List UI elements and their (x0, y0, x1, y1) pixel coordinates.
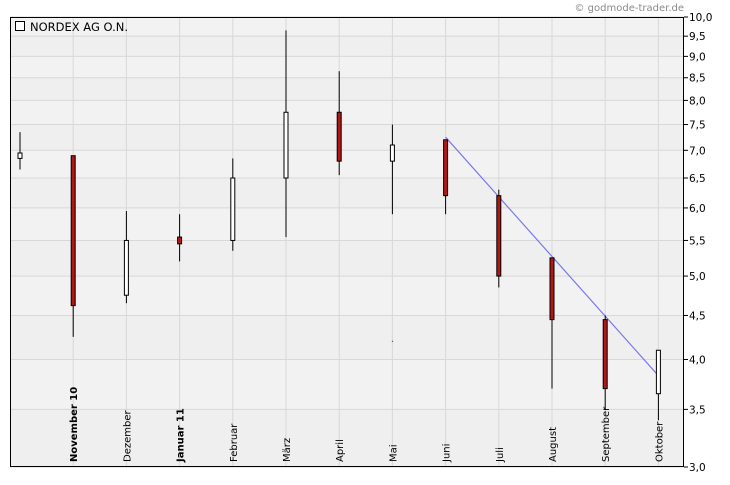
plot-frame (10, 17, 684, 467)
candle-body (549, 257, 555, 321)
x-tick-label: August (548, 427, 559, 462)
x-tick-label: Mai (388, 444, 399, 462)
plot-band (10, 17, 684, 37)
x-tick-label: Februar (229, 423, 240, 462)
y-tick-label: 10,0 (689, 12, 712, 24)
plot-band (10, 207, 684, 241)
candle-body (443, 139, 449, 197)
candle-body (496, 195, 502, 277)
candle-body (336, 111, 342, 162)
trendline (445, 136, 659, 377)
y-tick-label: 9,0 (689, 51, 706, 63)
plot-band (10, 359, 684, 410)
y-tick-label: 6,0 (689, 203, 706, 215)
candle-body (70, 155, 76, 307)
y-tick-label: 8,5 (689, 73, 706, 85)
candle-body (177, 236, 183, 245)
candle-body (602, 319, 608, 390)
y-tick-label: 5,0 (689, 271, 706, 283)
candle-body (283, 111, 289, 179)
y-tick-label: 3,5 (689, 404, 706, 416)
x-tick-label: März (282, 438, 293, 462)
candle-body (389, 144, 395, 162)
x-tick-label: Juli (495, 447, 506, 463)
y-tick-label: 7,5 (689, 120, 706, 132)
x-tick-label: September (601, 406, 612, 462)
x-tick-label: November 10 (69, 387, 80, 462)
candle-body (123, 239, 129, 296)
x-tick-label: Oktober (654, 421, 665, 462)
candle-body (655, 349, 661, 395)
stray-point (391, 340, 394, 342)
x-tick-label: Dezember (122, 410, 133, 462)
y-tick-label: 4,5 (689, 310, 706, 322)
plot-band (10, 276, 684, 316)
y-tick-label: 8,0 (689, 95, 706, 107)
y-tick-label: 9,5 (689, 31, 706, 43)
y-tick-label: 5,5 (689, 235, 706, 247)
candle-body (17, 152, 23, 159)
x-tick-label: Januar 11 (176, 408, 187, 463)
candle-body (230, 177, 236, 241)
chart-title: NORDEX AG O.N. (30, 20, 128, 34)
plot-band (10, 56, 684, 78)
x-tick-label: April (335, 439, 346, 462)
y-tick-label: 6,5 (689, 173, 706, 185)
watermark: © godmode-trader.de (575, 3, 685, 14)
plot-band (10, 150, 684, 179)
y-tick-label: 3,0 (689, 462, 706, 474)
x-tick-label: Juni (442, 444, 453, 463)
y-tick-label: 4,0 (689, 354, 706, 366)
plot-band (10, 100, 684, 125)
legend-swatch (15, 21, 25, 31)
y-tick-label: 7,0 (689, 145, 706, 157)
